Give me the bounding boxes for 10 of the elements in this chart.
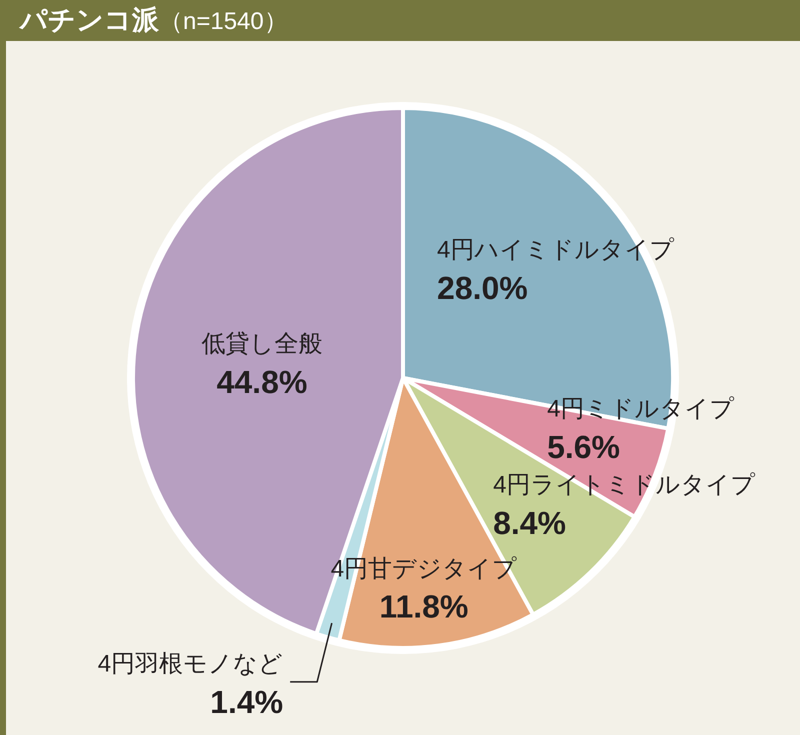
data-label: 1.4%	[210, 684, 284, 720]
chart-title: パチンコ派	[20, 5, 159, 35]
data-label: 28.0%	[437, 270, 528, 306]
slice-label: 4円羽根モノなど	[98, 650, 284, 678]
data-label: 5.6%	[547, 428, 620, 465]
data-label: 44.8%	[216, 364, 308, 400]
slice-label: 低貸し全般	[201, 330, 322, 358]
data-label: 8.4%	[493, 504, 566, 541]
data-label: 11.8%	[379, 588, 468, 625]
chart-subtitle: （n=1540）	[159, 8, 288, 35]
